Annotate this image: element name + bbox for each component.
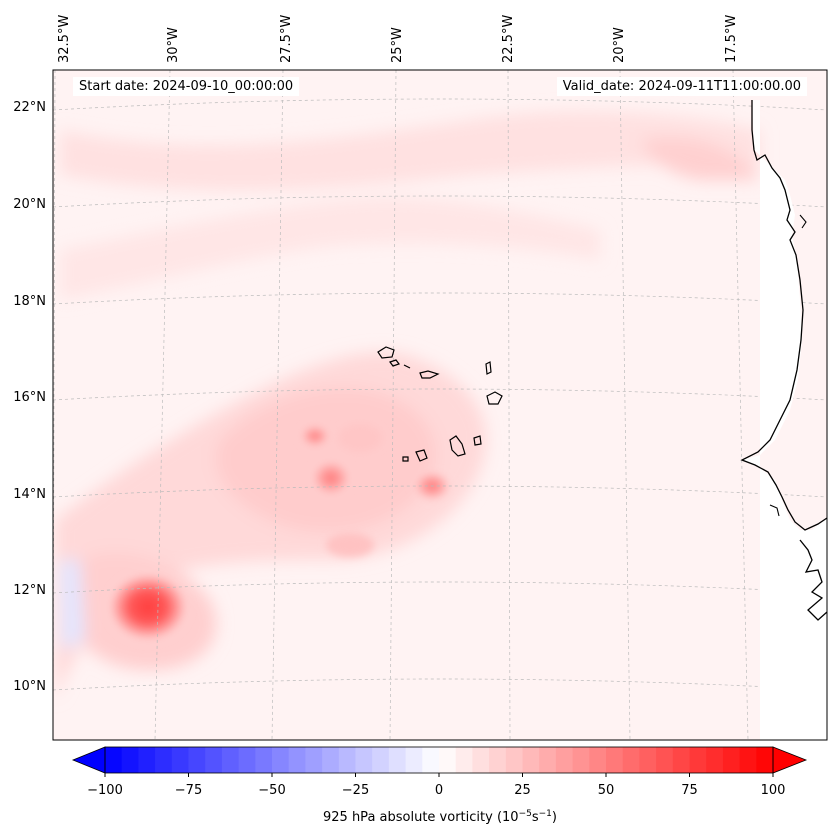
- lat-label-0: 22°N: [13, 100, 46, 115]
- island-brava: [402, 456, 409, 462]
- lat-label-6: 10°N: [13, 679, 46, 694]
- colorbar-label: 925 hPa absolute vorticity (10−5s−1): [323, 809, 557, 825]
- colorbar-ticks: −100 −75 −50 −25 0 25 50 75 100: [87, 773, 785, 798]
- map-area[interactable]: [53, 70, 827, 740]
- lon-label-6: 17.5°W: [724, 15, 739, 63]
- colorbar-tick-label: −25: [342, 783, 369, 798]
- colorbar-tick-label: 50: [598, 783, 615, 798]
- colorbar-tick-label: −50: [258, 783, 285, 798]
- colorbar-levels: [105, 747, 774, 773]
- colorbar-min-extend: [71, 746, 106, 774]
- start-date-label: Start date: 2024-09-10_00:00:00: [73, 77, 300, 96]
- colorbar-level: [505, 747, 523, 773]
- colorbar-level: [455, 747, 473, 773]
- island-santo-antao: [377, 346, 395, 359]
- lon-label-1: 30°W: [166, 27, 181, 63]
- island-maio: [473, 435, 482, 446]
- colorbar-tick-label: 100: [761, 783, 786, 798]
- island-sal: [485, 361, 492, 375]
- colorbar-tick-label: −75: [175, 783, 202, 798]
- lat-label-2: 18°N: [13, 294, 46, 309]
- colorbar-level: [338, 747, 356, 773]
- vortex-strong: [106, 571, 190, 643]
- island-sao-nicolau: [419, 370, 440, 379]
- vortex-north: [299, 424, 331, 448]
- colorbar-level: [105, 747, 123, 773]
- island-fogo: [415, 449, 428, 462]
- lon-label-0: 32.5°W: [57, 15, 72, 63]
- lat-label-3: 16°N: [13, 390, 46, 405]
- island-santiago: [449, 435, 466, 457]
- island-boa-vista: [486, 391, 503, 405]
- colorbar-level: [305, 747, 323, 773]
- colorbar-level: [656, 747, 674, 773]
- map-border: [52, 69, 828, 741]
- colorbar-level: [539, 747, 557, 773]
- colorbar-level: [606, 747, 624, 773]
- colorbar-level: [522, 747, 540, 773]
- colorbar-tick-label: −100: [87, 783, 123, 798]
- colorbar-level: [255, 747, 273, 773]
- lon-label-2: 27.5°W: [279, 15, 294, 63]
- colorbar-level: [272, 747, 290, 773]
- island-sao-vicente: [389, 359, 400, 367]
- land-fill: [742, 100, 827, 740]
- colorbar-level: [489, 747, 507, 773]
- colorbar-level: [572, 747, 590, 773]
- colorbar-level: [121, 747, 139, 773]
- coastline-guinea: [799, 539, 827, 621]
- colorbar-level: [205, 747, 223, 773]
- colorbar-level: [756, 747, 774, 773]
- coastline-africa: [740, 100, 827, 531]
- latitude-labels: 22°N 20°N 18°N 16°N 14°N 12°N 10°N: [13, 100, 46, 694]
- colorbar-level: [722, 747, 740, 773]
- colorbar-level: [188, 747, 206, 773]
- colorbar-tick-label: 0: [435, 783, 443, 798]
- colorbar-level: [388, 747, 406, 773]
- colorbar-tick-label: 25: [514, 783, 531, 798]
- colorbar-level: [171, 747, 189, 773]
- lat-label-4: 14°N: [13, 487, 46, 502]
- colorbar-level: [706, 747, 724, 773]
- colorbar-level: [739, 747, 757, 773]
- colorbar-level: [422, 747, 440, 773]
- colorbar-tick-label: 75: [681, 783, 698, 798]
- colorbar-max-extend: [772, 746, 808, 774]
- colorbar-level: [555, 747, 573, 773]
- lon-label-3: 25°W: [390, 27, 405, 63]
- colorbar-level: [221, 747, 239, 773]
- colorbar-level: [372, 747, 390, 773]
- colorbar-level: [689, 747, 707, 773]
- colorbar-level: [355, 747, 373, 773]
- colorbar-level: [672, 747, 690, 773]
- vortex-east: [309, 458, 353, 498]
- colorbar-level: [238, 747, 256, 773]
- colorbar-level: [439, 747, 457, 773]
- island-santa-luzia: [403, 364, 411, 369]
- cape-verde-islands: [377, 346, 503, 462]
- colorbar: −100 −75 −50 −25 0 25 50 75 100 925 hPa absolute…: [71, 746, 808, 825]
- colorbar-level: [639, 747, 657, 773]
- colorbar-level: [138, 747, 156, 773]
- longitude-labels: 32.5°W 30°W 27.5°W 25°W 22.5°W 20°W 17.5…: [57, 15, 739, 63]
- colorbar-level: [589, 747, 607, 773]
- valid-date-label: Valid_date: 2024-09-11T11:00:00.00: [556, 77, 807, 96]
- colorbar-level: [322, 747, 340, 773]
- colorbar-level: [155, 747, 173, 773]
- colorbar-level: [622, 747, 640, 773]
- lon-label-4: 22.5°W: [501, 15, 516, 63]
- colorbar-level: [288, 747, 306, 773]
- lon-label-5: 20°W: [612, 27, 627, 63]
- lat-label-1: 20°N: [13, 197, 46, 212]
- colorbar-level: [405, 747, 423, 773]
- lat-label-5: 12°N: [13, 583, 46, 598]
- colorbar-level: [472, 747, 490, 773]
